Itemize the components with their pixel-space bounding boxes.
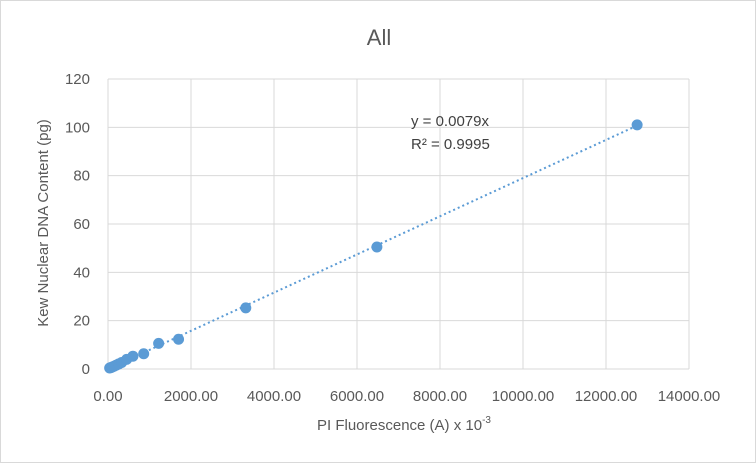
y-tick-label: 100 (65, 119, 90, 136)
x-tick-label: 0.00 (93, 388, 122, 405)
chart-title: All (367, 25, 391, 50)
x-axis-title-text: PI Fluorescence (A) x 10 (317, 417, 482, 434)
data-point (138, 348, 150, 360)
y-tick-label: 20 (73, 313, 90, 330)
y-axis-ticks: 0 20 40 60 80 100 120 (65, 71, 90, 378)
gridlines (107, 78, 690, 369)
x-tick-label: 12000.00 (575, 388, 638, 405)
data-point (127, 350, 139, 362)
x-tick-label: 6000.00 (330, 388, 384, 405)
x-axis-ticks: 0.00 2000.00 4000.00 6000.00 8000.00 10000.00… (93, 388, 720, 405)
y-axis-title: Kew Nuclear DNA Content (pg) (35, 119, 52, 327)
data-point (153, 337, 165, 349)
trendline-equation: y = 0.0079x (411, 113, 489, 130)
data-point (240, 302, 252, 314)
y-tick-label: 60 (73, 216, 90, 233)
data-points (104, 119, 643, 374)
r-squared-label: R² = 0.9995 (411, 136, 490, 153)
data-point (371, 241, 383, 253)
x-tick-label: 4000.00 (247, 388, 301, 405)
y-tick-label: 0 (82, 361, 90, 378)
y-tick-label: 120 (65, 71, 90, 88)
x-tick-label: 10000.00 (492, 388, 555, 405)
x-axis-title: PI Fluorescence (A) x 10-3 (317, 415, 491, 434)
x-tick-label: 14000.00 (658, 388, 721, 405)
x-axis-title-superscript: -3 (482, 415, 491, 426)
y-tick-label: 80 (73, 168, 90, 185)
y-tick-label: 40 (73, 264, 90, 281)
x-tick-label: 2000.00 (164, 388, 218, 405)
data-point (173, 333, 185, 345)
x-tick-label: 8000.00 (413, 388, 467, 405)
data-point (631, 119, 643, 131)
